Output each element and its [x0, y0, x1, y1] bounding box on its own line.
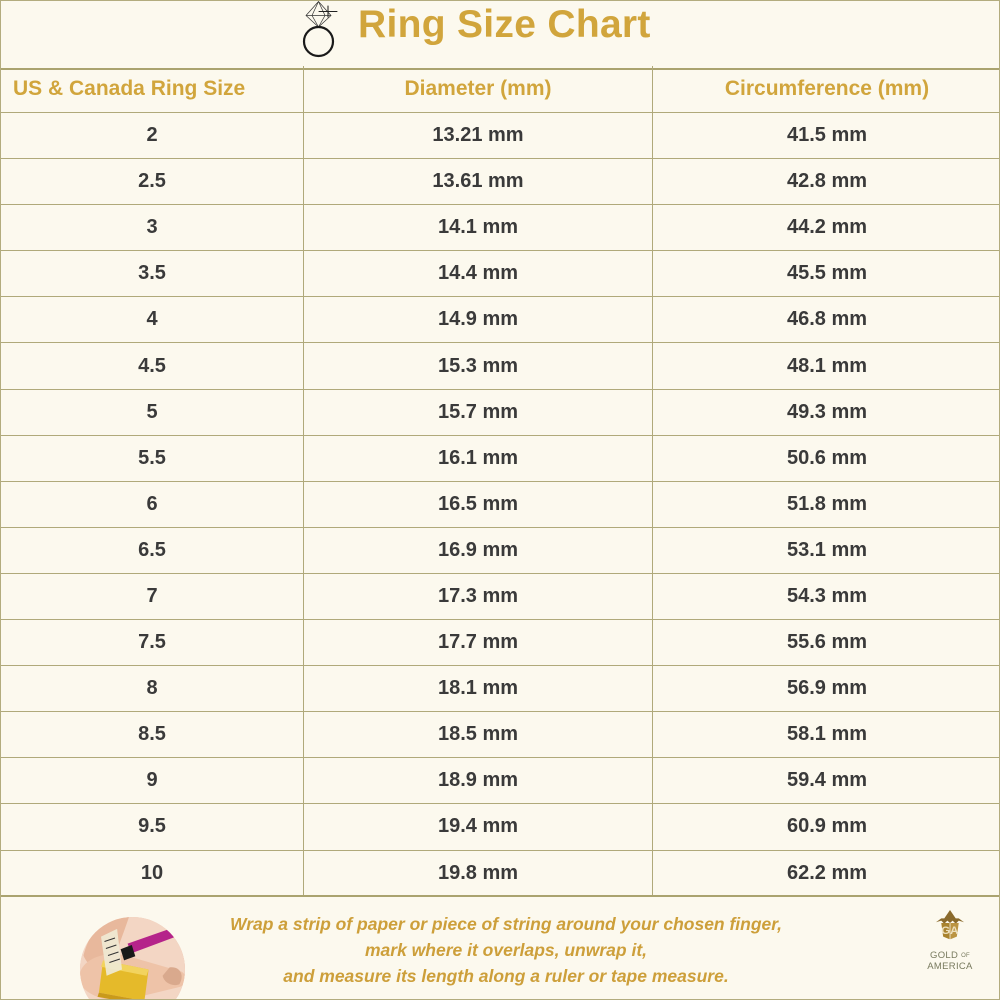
svg-text:A: A — [950, 925, 958, 937]
svg-text:G: G — [941, 925, 950, 937]
